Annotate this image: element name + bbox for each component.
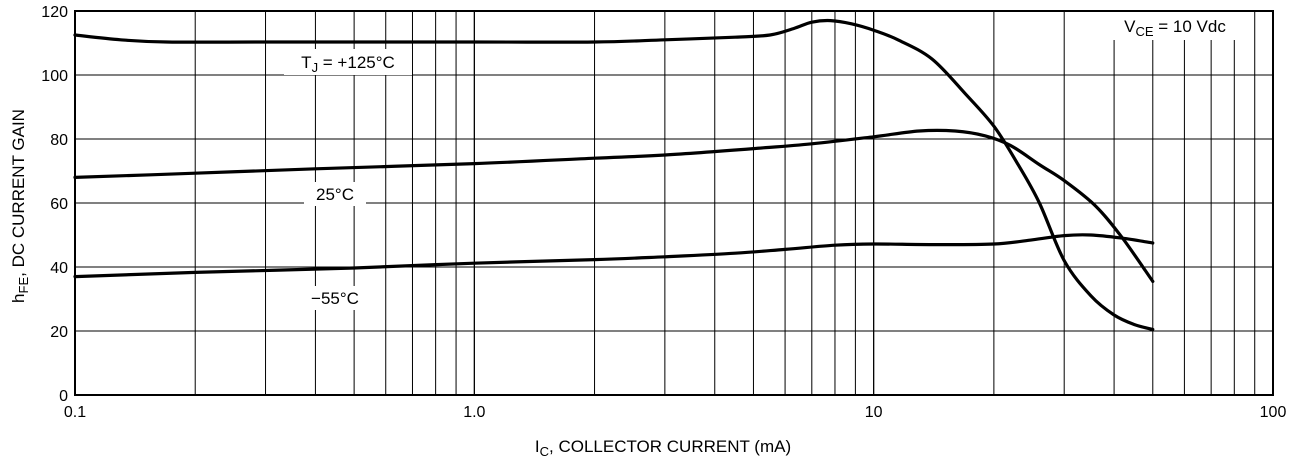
- series-group: [73, 18, 1155, 331]
- grid: [75, 11, 1273, 395]
- x-tick-label: 0.1: [64, 404, 86, 421]
- series-line-125c: [73, 18, 1155, 331]
- x-axis-label: IC, COLLECTOR CURRENT (mA): [535, 437, 791, 459]
- y-tick-label: 100: [41, 68, 68, 85]
- y-tick-label: 40: [50, 260, 68, 277]
- series-line-25c: [73, 128, 1155, 283]
- label-125c: TJ = +125°C: [301, 53, 395, 75]
- y-tick-label: 60: [50, 196, 68, 213]
- condition-label: VCE = 10 Vdc: [1124, 17, 1226, 39]
- label-25c-background: [304, 182, 366, 206]
- y-tick-label: 80: [50, 132, 68, 149]
- series-line-minus55c: [73, 233, 1155, 279]
- x-tick-label: 100: [1260, 404, 1287, 421]
- label-minus55c-background: [302, 286, 368, 310]
- label-125c-background: [284, 49, 412, 75]
- plot-frame: [74, 10, 1274, 396]
- tick-labels: 0 20 40 60 80 100 120 0.1 1.0 10 100: [41, 4, 1286, 421]
- label-25c: 25°C: [316, 185, 354, 204]
- y-axis-label: hFE, DC CURRENT GAIN: [9, 109, 31, 303]
- label-minus55c: −55°C: [311, 289, 359, 308]
- y-tick-label: 120: [41, 4, 68, 21]
- x-tick-label: 10: [865, 404, 883, 421]
- y-tick-label: 20: [50, 324, 68, 341]
- annotations: TJ = +125°C 25°C −55°C VCE = 10 Vdc: [284, 12, 1237, 310]
- condition-label-background: [1113, 12, 1237, 40]
- y-tick-label: 0: [59, 388, 68, 405]
- x-tick-label: 1.0: [463, 404, 485, 421]
